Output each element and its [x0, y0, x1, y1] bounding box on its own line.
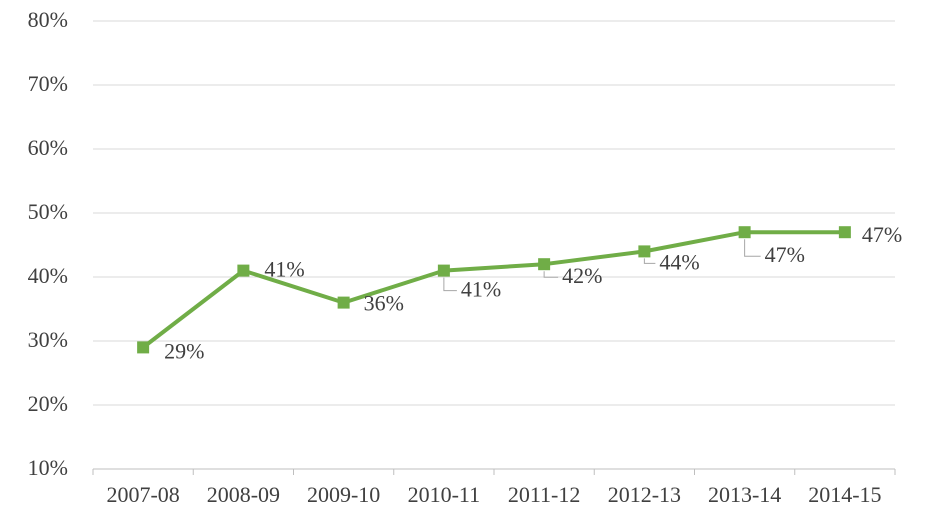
y-tick-label: 40% — [28, 263, 68, 288]
y-tick-label: 50% — [28, 199, 68, 224]
data-marker — [237, 264, 250, 277]
x-tick-label: 2008-09 — [207, 482, 280, 507]
data-label: 42% — [562, 263, 602, 288]
leader-line — [643, 258, 656, 264]
x-tick-label: 2010-11 — [408, 482, 481, 507]
x-tick-label: 2011-12 — [508, 482, 581, 507]
data-label: 29% — [164, 338, 204, 363]
data-marker — [538, 258, 551, 271]
data-marker — [838, 226, 851, 239]
y-tick-label: 80% — [28, 7, 68, 32]
data-marker — [738, 226, 751, 239]
x-tick-label: 2012-13 — [608, 482, 681, 507]
x-tick-label: 2013-14 — [708, 482, 781, 507]
data-label: 44% — [659, 249, 699, 274]
x-tick-label: 2007-08 — [106, 482, 179, 507]
leader-line — [744, 239, 761, 257]
y-tick-label: 20% — [28, 391, 68, 416]
data-label: 47% — [862, 222, 902, 247]
y-tick-label: 70% — [28, 71, 68, 96]
data-marker — [638, 245, 651, 258]
data-label: 36% — [364, 291, 404, 316]
data-marker — [137, 341, 150, 354]
y-tick-label: 30% — [28, 327, 68, 352]
data-label: 41% — [461, 277, 501, 302]
y-tick-label: 10% — [28, 455, 68, 480]
data-line — [141, 230, 845, 349]
data-marker — [337, 296, 350, 309]
x-tick-label: 2009-10 — [307, 482, 380, 507]
leader-line — [543, 271, 559, 278]
x-tick-label: 2014-15 — [808, 482, 881, 507]
y-tick-label: 60% — [28, 135, 68, 160]
data-marker — [437, 264, 450, 277]
leader-line — [443, 277, 457, 292]
data-label: 47% — [765, 242, 805, 267]
data-label: 41% — [264, 257, 304, 282]
